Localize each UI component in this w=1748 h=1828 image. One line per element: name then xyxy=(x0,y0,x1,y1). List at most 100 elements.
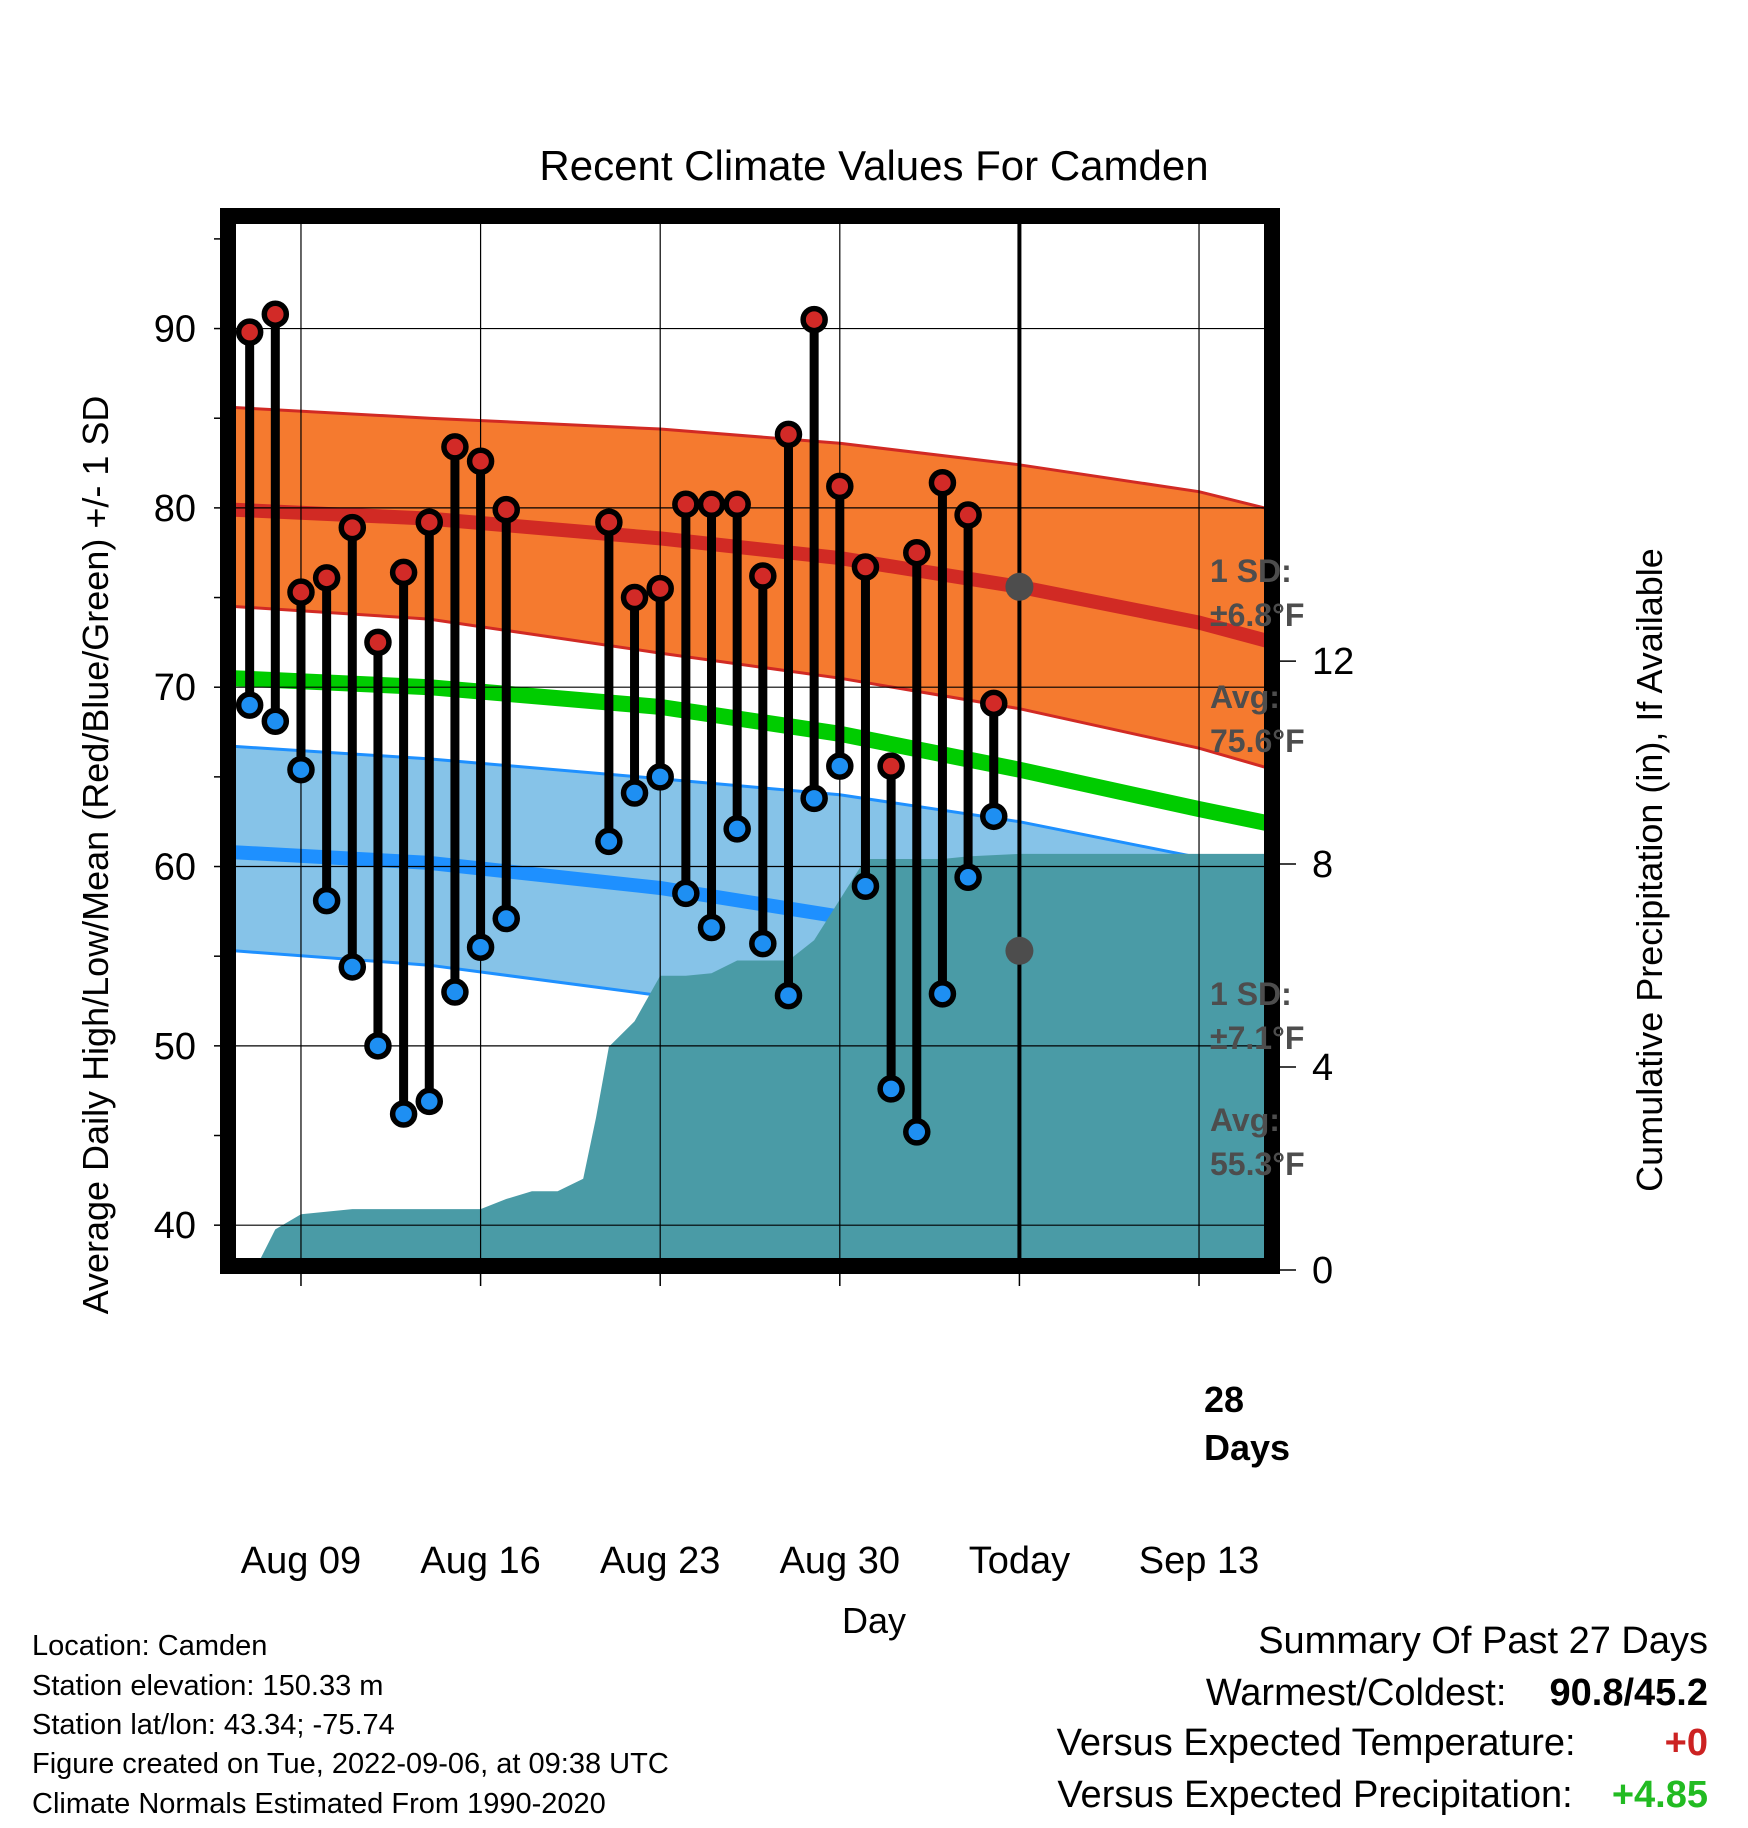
x-tick-label: Aug 09 xyxy=(241,1540,361,1582)
daily-low-point xyxy=(749,929,777,958)
daily-low-point xyxy=(697,913,726,942)
daily-high-point xyxy=(903,538,931,567)
x-tick-label: Aug 16 xyxy=(420,1540,540,1582)
daily-low-point xyxy=(826,752,854,780)
daily-low-point xyxy=(928,980,957,1008)
y-right-tick-label: 8 xyxy=(1312,844,1333,886)
y-right-tick-label: 0 xyxy=(1312,1250,1333,1292)
daily-low-point xyxy=(980,802,1008,831)
daily-high-point xyxy=(492,495,520,524)
footer-normals: Climate Normals Estimated From 1990-2020 xyxy=(32,1788,606,1820)
daily-low-point xyxy=(595,827,623,856)
summary-warmest: Warmest/Coldest: 90.8/45.2 xyxy=(1206,1672,1708,1715)
daily-low-point xyxy=(235,691,264,719)
daily-high-point xyxy=(697,490,726,519)
summary-warmest-value: 90.8/45.2 xyxy=(1549,1672,1708,1714)
daily-high-point xyxy=(851,553,880,581)
daily-low-point xyxy=(364,1032,392,1060)
daily-high-point xyxy=(595,508,623,536)
y-left-tick-label: 80 xyxy=(154,488,196,530)
y-right-tick-label: 4 xyxy=(1312,1047,1333,1089)
summary-precip-label: Versus Expected Precipitation: xyxy=(1057,1774,1573,1816)
plot-clipped xyxy=(232,220,1268,1262)
days-count: 28 xyxy=(1204,1379,1244,1420)
summary-precip: Versus Expected Precipitation: +4.85 xyxy=(1057,1774,1708,1817)
footer-created: Figure created on Tue, 2022-09-06, at 09… xyxy=(32,1748,669,1780)
annotations: 1 SD: ±6.8°F Avg: 75.6°F 1 SD: ±7.1°F Av… xyxy=(1204,553,1305,1468)
daily-high-point xyxy=(774,420,803,449)
high-sd-value: ±6.8°F xyxy=(1210,597,1304,633)
daily-high-point xyxy=(620,583,649,612)
daily-high-point xyxy=(287,578,315,606)
daily-high-point xyxy=(646,574,674,603)
daily-high-point xyxy=(954,501,982,529)
x-axis-label: Day xyxy=(842,1600,906,1641)
y-right-tick-label: 12 xyxy=(1312,641,1354,683)
x-tick-label: Today xyxy=(969,1540,1070,1582)
high-avg-value: 75.6°F xyxy=(1210,723,1305,759)
daily-low-point xyxy=(903,1118,931,1146)
high-sd-label: 1 SD: xyxy=(1210,553,1292,589)
daily-low-point xyxy=(338,953,367,981)
daily-low-point xyxy=(415,1087,444,1116)
summary-precip-value: +4.85 xyxy=(1611,1774,1708,1816)
y-left-tick-label: 40 xyxy=(154,1205,196,1247)
daily-high-point xyxy=(235,318,264,346)
low-sd-label: 1 SD: xyxy=(1210,976,1292,1012)
daily-low-point xyxy=(389,1100,418,1128)
high-sd-band xyxy=(234,407,1268,769)
daily-low-point xyxy=(774,981,803,1010)
plot-frame xyxy=(220,208,1280,1274)
daily-low-point xyxy=(723,815,751,843)
daily-high-point xyxy=(877,752,905,780)
daily-high-point xyxy=(826,472,854,501)
y-left-tick-label: 50 xyxy=(154,1026,196,1068)
low-avg-value: 55.3°F xyxy=(1210,1146,1305,1182)
y-left-tick-label: 70 xyxy=(154,667,196,709)
daily-high-point xyxy=(723,490,751,519)
daily-high-point xyxy=(800,305,828,334)
daily-low-point xyxy=(800,784,828,813)
footer-location: Location: Camden xyxy=(32,1630,268,1662)
x-tick-label: Aug 30 xyxy=(780,1540,900,1582)
daily-low-point xyxy=(312,886,341,915)
daily-high-point xyxy=(672,490,700,519)
y-left-tick-label: 90 xyxy=(154,309,196,351)
daily-high-point xyxy=(466,447,495,476)
summary-temp-value: +0 xyxy=(1664,1722,1708,1764)
daily-low-point xyxy=(877,1075,905,1103)
low-sd-value: ±7.1°F xyxy=(1210,1020,1304,1056)
daily-high-point xyxy=(364,628,392,657)
daily-low-point xyxy=(620,779,649,807)
high-avg-label: Avg: xyxy=(1210,679,1280,715)
daily-low-point xyxy=(672,879,700,908)
daily-low-point xyxy=(287,755,315,784)
daily-high-point xyxy=(389,558,418,587)
summary-temp: Versus Expected Temperature: +0 xyxy=(1057,1722,1708,1765)
summary-heading: Summary Of Past 27 Days xyxy=(1258,1620,1708,1662)
x-tick-label: Sep 13 xyxy=(1139,1540,1259,1582)
daily-high-point xyxy=(261,300,290,328)
daily-high-point xyxy=(749,562,777,590)
daily-high-point xyxy=(980,689,1008,718)
x-tick-label: Aug 23 xyxy=(600,1540,720,1582)
footer-elevation: Station elevation: 150.33 m xyxy=(32,1670,384,1702)
daily-low-point xyxy=(441,978,469,1006)
daily-high-point xyxy=(338,513,367,542)
plot-area: 40 50 60 70 80 90 0 4 8 12 Aug 09 Aug 16 Aug 23 Aug 3… xyxy=(154,208,1354,1582)
low-avg-label: Avg: xyxy=(1210,1102,1280,1138)
daily-low-point xyxy=(851,872,880,901)
summary-temp-label: Versus Expected Temperature: xyxy=(1056,1722,1576,1764)
daily-low-point xyxy=(466,933,495,961)
daily-low-point xyxy=(646,763,674,791)
chart-title: Recent Climate Values For Camden xyxy=(539,142,1208,189)
daily-high-point xyxy=(928,469,957,497)
days-label: Days xyxy=(1204,1427,1290,1468)
daily-low-point xyxy=(492,904,520,933)
today-high-avg-dot xyxy=(1005,572,1034,601)
y-axis-label-left: Average Daily High/Low/Mean (Red/Blue/Gr… xyxy=(75,396,116,1315)
y-left-tick-label: 60 xyxy=(154,847,196,889)
daily-low-point xyxy=(261,707,290,736)
summary-warmest-label: Warmest/Coldest: xyxy=(1205,1672,1507,1714)
